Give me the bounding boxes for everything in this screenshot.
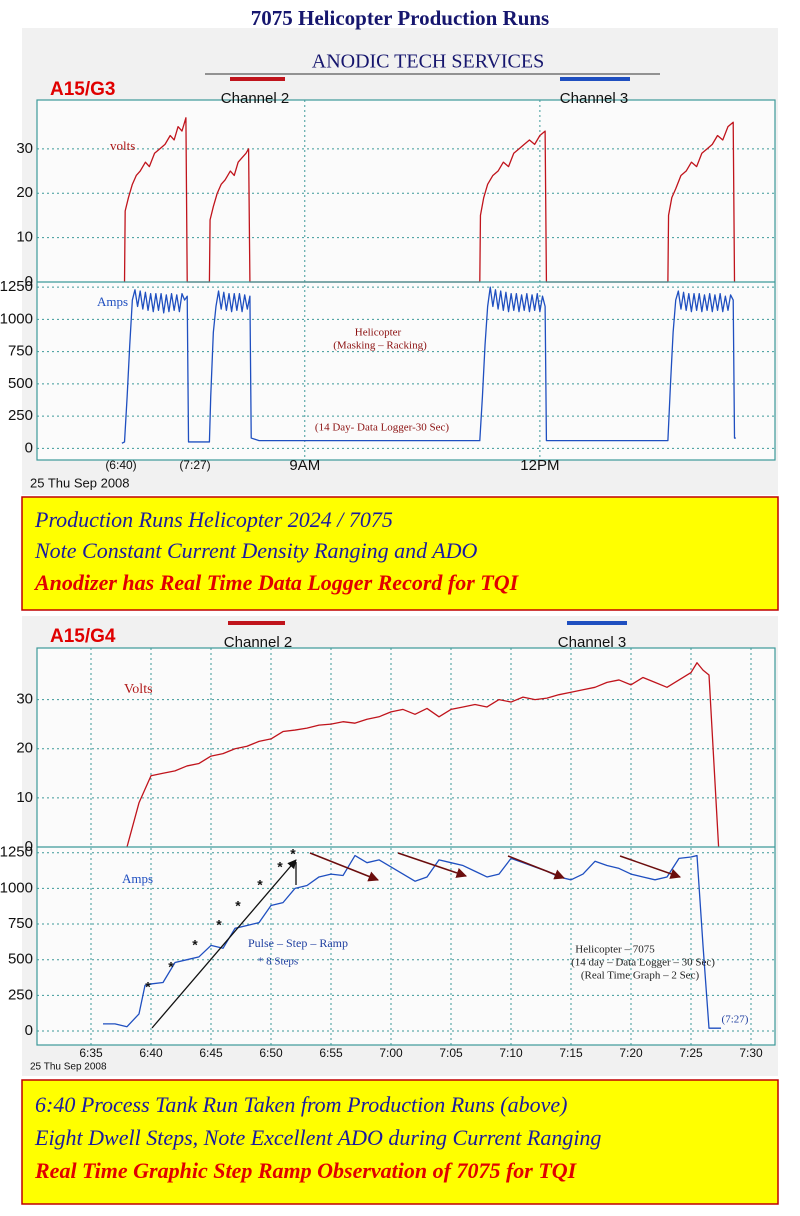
annotation: (6:40) (105, 458, 136, 472)
annotation: Amps (97, 294, 128, 309)
annotation: volts (110, 138, 135, 153)
note-line: Eight Dwell Steps, Note Excellent ADO du… (34, 1125, 601, 1150)
note-line: Note Constant Current Density Ranging an… (34, 538, 478, 563)
series-line (123, 117, 736, 283)
step-star: * (235, 898, 241, 914)
x-tick-label: 6:40 (139, 1046, 163, 1060)
x-tick-label: 6:45 (199, 1046, 223, 1060)
chart-header: ANODIC TECH SERVICES (312, 51, 545, 73)
annotation: (Real Time Graph – 2 Sec) (581, 970, 700, 982)
series-line (103, 854, 721, 1029)
step-star: * (290, 846, 296, 862)
note-line: Real Time Graphic Step Ramp Observation … (34, 1158, 578, 1183)
decay-arrow (397, 852, 467, 878)
y-tick-label: 1250 (0, 844, 33, 861)
annotation: (14 day – Data Logger – 30 Sec) (571, 957, 715, 969)
step-star: * (257, 877, 263, 893)
step-star: * (168, 959, 174, 975)
note-line: 6:40 Process Tank Run Taken from Product… (35, 1092, 567, 1117)
x-tick-label: 9AM (289, 457, 320, 474)
series-line (121, 286, 736, 444)
y-tick-label: 30 (16, 691, 33, 708)
y-tick-label: 500 (8, 951, 33, 968)
x-tick-label: 7:10 (499, 1046, 523, 1060)
y-tick-label: 0 (25, 838, 33, 855)
y-tick-label: 1000 (0, 879, 33, 896)
y-tick-label: 10 (16, 229, 33, 246)
y-tick-label: 750 (8, 915, 33, 932)
y-tick-label: 0 (25, 439, 33, 456)
legend-label: Channel 2 (221, 90, 289, 107)
step-star: * (216, 917, 222, 933)
series-line (126, 662, 720, 848)
step-markers: * * * * * * * * (145, 846, 296, 995)
x-tick-label: 12PM (520, 457, 559, 474)
annotation: Helicopter (355, 327, 402, 339)
legend-label: Channel 3 (560, 90, 628, 107)
x-tick-label: 6:55 (319, 1046, 343, 1060)
y-tick-label: 250 (8, 986, 33, 1003)
annotation: (Masking – Racking) (333, 340, 427, 352)
annotation: Pulse – Step – Ramp (248, 936, 348, 950)
legend-label: Channel 2 (224, 634, 292, 651)
y-tick-label: 250 (8, 407, 33, 424)
y-tick-label: 10 (16, 789, 33, 806)
y-tick-label: 30 (16, 140, 33, 157)
date-label: 25 Thu Sep 2008 (30, 475, 130, 490)
decay-arrows (309, 852, 681, 882)
y-tick-label: 0 (25, 273, 33, 290)
annotation: (7:27) (179, 458, 210, 472)
y-tick-label: 20 (16, 740, 33, 757)
decay-arrow (309, 852, 379, 882)
y-tick-label: 0 (25, 1022, 33, 1039)
chart-label: A15/G4 (50, 626, 116, 647)
annotation: (14 Day- Data Logger-30 Sec) (315, 422, 450, 434)
note-line: Anodizer has Real Time Data Logger Recor… (33, 570, 520, 595)
annotation: * 8 Steps (258, 956, 298, 968)
note-box (21, 1079, 779, 1205)
annotation: Volts (124, 682, 153, 697)
x-tick-label: 7:15 (559, 1046, 583, 1060)
step-star: * (277, 859, 283, 875)
note-line: Production Runs Helicopter 2024 / 7075 (34, 507, 393, 532)
y-tick-label: 20 (16, 184, 33, 201)
x-tick-label: 7:05 (439, 1046, 463, 1060)
annotation: (7:27) (722, 1014, 749, 1026)
y-tick-label: 1250 (0, 278, 33, 295)
decay-arrow (619, 855, 681, 879)
chart-label: A15/G3 (50, 79, 115, 100)
y-tick-label: 1000 (0, 310, 33, 327)
step-star: * (192, 937, 198, 953)
y-tick-label: 750 (8, 343, 33, 360)
note-box (21, 496, 779, 611)
step-star: * (145, 979, 151, 995)
x-tick-label: 6:35 (79, 1046, 103, 1060)
x-tick-label: 6:50 (259, 1046, 283, 1060)
x-tick-label: 7:20 (619, 1046, 643, 1060)
y-tick-label: 500 (8, 375, 33, 392)
legend-label: Channel 3 (558, 634, 626, 651)
date-label: 25 Thu Sep 2008 (30, 1062, 107, 1073)
ramp-arrow (151, 859, 297, 1029)
plot-area (36, 99, 776, 461)
x-tick-label: 7:00 (379, 1046, 403, 1060)
annotation: Helicopter – 7075 (575, 944, 655, 956)
x-tick-label: 7:30 (739, 1046, 763, 1060)
decay-arrow (507, 855, 565, 880)
x-tick-label: 7:25 (679, 1046, 703, 1060)
annotation: Amps (122, 871, 153, 886)
page-title: 7075 Helicopter Production Runs (251, 6, 549, 30)
